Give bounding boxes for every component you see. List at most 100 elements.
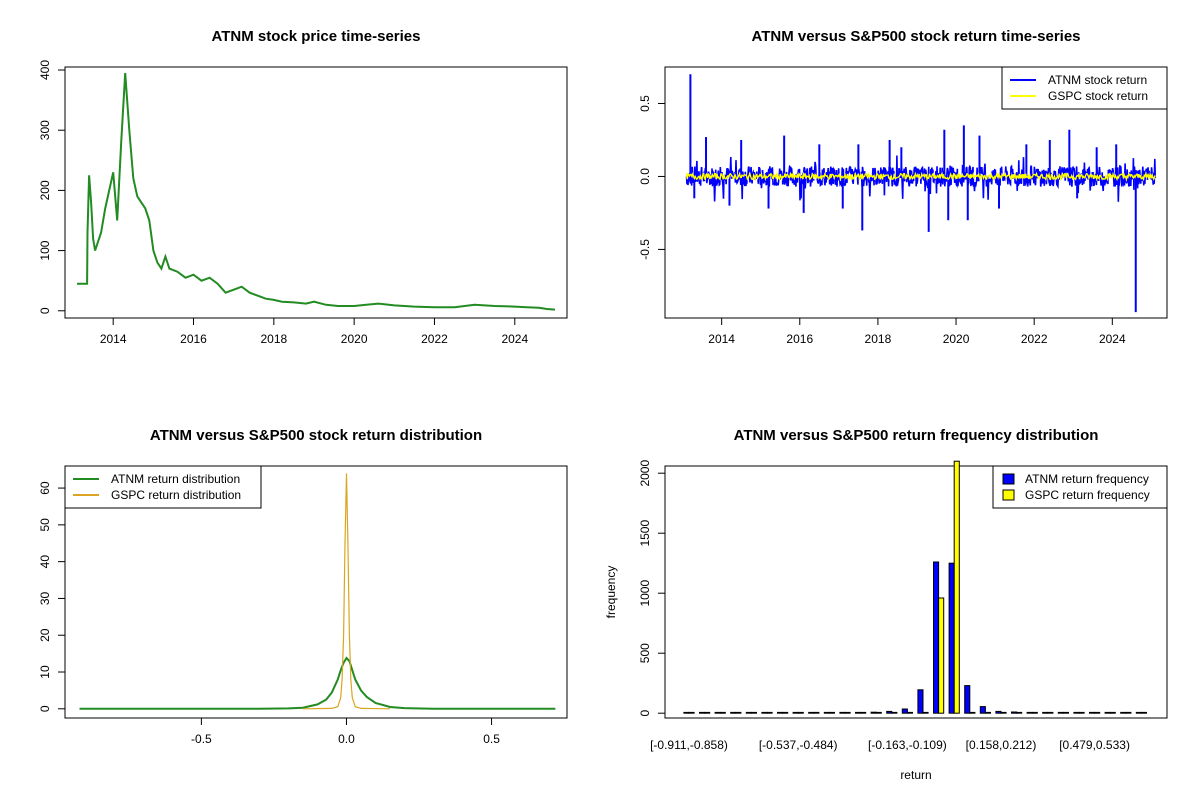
x-tick-label: 2018: [865, 332, 892, 346]
legend-label: GSPC return frequency: [1025, 488, 1150, 502]
gspc-frequency-bar: [782, 711, 789, 714]
y-tick-label: 40: [38, 555, 52, 569]
atnm-frequency-bar: [855, 711, 862, 714]
y-tick-label: 0: [638, 710, 652, 717]
atnm-frequency-bar: [792, 711, 799, 714]
y-axis-label: frequency: [604, 566, 618, 619]
gspc-frequency-bar: [1047, 711, 1054, 714]
legend-box: [992, 465, 1168, 509]
y-tick-label: 0.0: [638, 168, 652, 185]
y-tick-label: 1500: [638, 520, 652, 547]
gspc-frequency-bar: [953, 460, 960, 714]
density-chart: ATNM versus S&P500 stock return distribu…: [38, 427, 568, 746]
x-tick-label: 2014: [708, 332, 735, 346]
gspc-frequency-bar: [1016, 711, 1023, 714]
x-tick-label: 2014: [100, 332, 127, 346]
gspc-frequency-bar: [875, 711, 882, 714]
y-tick-label: 400: [38, 60, 52, 80]
atnm-frequency-bar: [761, 711, 768, 714]
atnm-frequency-bar: [870, 711, 877, 714]
x-axis-label: return: [900, 768, 931, 782]
y-tick-label: 100: [38, 240, 52, 260]
gspc-frequency-bar: [735, 711, 742, 714]
plot-frame: [664, 465, 1168, 719]
atnm-frequency-bar: [699, 711, 706, 714]
y-tick-label: 50: [38, 518, 52, 532]
atnm-frequency-bar: [745, 711, 752, 714]
gspc-frequency-bar: [828, 711, 836, 714]
atnm-frequency-bar: [886, 710, 893, 714]
gspc-frequency-bar: [938, 597, 945, 714]
atnm-frequency-bar: [1089, 711, 1096, 714]
y-tick-label: 1000: [638, 580, 652, 607]
atnm-frequency-bar: [1026, 711, 1033, 714]
x-tick-label: 2016: [786, 332, 813, 346]
y-tick-label: 500: [638, 643, 652, 663]
atnm-frequency-bar: [714, 711, 721, 714]
legend-label: ATNM stock return: [1048, 73, 1147, 87]
atnm-frequency-bar: [1057, 711, 1064, 714]
gspc-frequency-bar: [1078, 711, 1085, 714]
x-tick-label: -0.5: [191, 732, 212, 746]
y-tick-label: 300: [38, 120, 52, 140]
returns-chart: ATNM versus S&P500 stock return time-ser…: [638, 28, 1168, 346]
atnm-frequency-bar: [964, 685, 971, 714]
frequency-chart: ATNM versus S&P500 return frequency dist…: [604, 427, 1168, 782]
gspc-density-line: [302, 473, 391, 710]
x-tick-label: 0.0: [338, 732, 355, 746]
gspc-frequency-bar: [860, 711, 867, 714]
y-tick-label: 200: [38, 180, 52, 200]
atnm-frequency-bar: [730, 711, 737, 714]
x-tick-label: 2024: [1099, 332, 1126, 346]
atnm-density-line: [79, 656, 556, 710]
gspc-frequency-bar: [766, 711, 773, 714]
y-tick-label: 10: [38, 665, 52, 679]
legend-label: ATNM return distribution: [111, 472, 240, 486]
gspc-frequency-bar: [1094, 711, 1101, 714]
atnm-frequency-bar: [823, 711, 830, 714]
legend-swatch: [1002, 473, 1015, 485]
y-tick-label: 0: [38, 307, 52, 314]
y-tick-label: -0.5: [638, 239, 652, 260]
gspc-frequency-bar: [1031, 711, 1038, 714]
y-tick-label: 2000: [638, 460, 652, 487]
atnm-frequency-bar: [1120, 711, 1127, 714]
legend-swatch: [1002, 489, 1015, 501]
x-tick-label: [-0.537,-0.484): [759, 738, 838, 752]
y-tick-label: 0.5: [638, 95, 652, 112]
atnm-frequency-bar: [1135, 711, 1142, 714]
atnm-return-line: [685, 155, 1157, 202]
atnm-frequency-bar: [839, 711, 846, 714]
y-tick-label: 30: [38, 591, 52, 605]
gspc-frequency-bar: [984, 711, 992, 714]
x-tick-label: [-0.163,-0.109): [868, 738, 947, 752]
atnm-frequency-bar: [933, 561, 940, 714]
chart-title: ATNM versus S&P500 return frequency dist…: [734, 427, 1099, 444]
atnm-frequency-bar: [1073, 711, 1080, 714]
legend-label: GSPC stock return: [1048, 89, 1148, 103]
gspc-frequency-bar: [922, 711, 929, 714]
gspc-frequency-bar: [813, 711, 820, 714]
gspc-frequency-bar: [844, 711, 851, 714]
gspc-frequency-bar: [1109, 711, 1116, 714]
atnm-frequency-bar: [808, 711, 815, 714]
x-tick-label: [0.479,0.533): [1059, 738, 1130, 752]
gspc-frequency-bar: [1062, 711, 1070, 714]
gspc-frequency-bar: [688, 711, 695, 714]
x-tick-label: 2018: [260, 332, 287, 346]
gspc-frequency-bar: [1000, 711, 1007, 714]
y-tick-label: 20: [38, 628, 52, 642]
legend-box: [1001, 66, 1168, 110]
atnm-frequency-bar: [1011, 711, 1018, 714]
chart-title: ATNM stock price time-series: [212, 28, 421, 45]
x-tick-label: 0.5: [483, 732, 500, 746]
x-tick-label: 2024: [501, 332, 528, 346]
atnm-frequency-bar: [1104, 711, 1111, 714]
gspc-frequency-bar: [704, 711, 711, 714]
x-tick-label: 2022: [1021, 332, 1048, 346]
x-tick-label: 2020: [943, 332, 970, 346]
atnm-frequency-bar: [901, 708, 908, 714]
gspc-frequency-bar: [969, 711, 976, 714]
price-chart: ATNM stock price time-series 2014 2016 2018…: [38, 28, 568, 346]
